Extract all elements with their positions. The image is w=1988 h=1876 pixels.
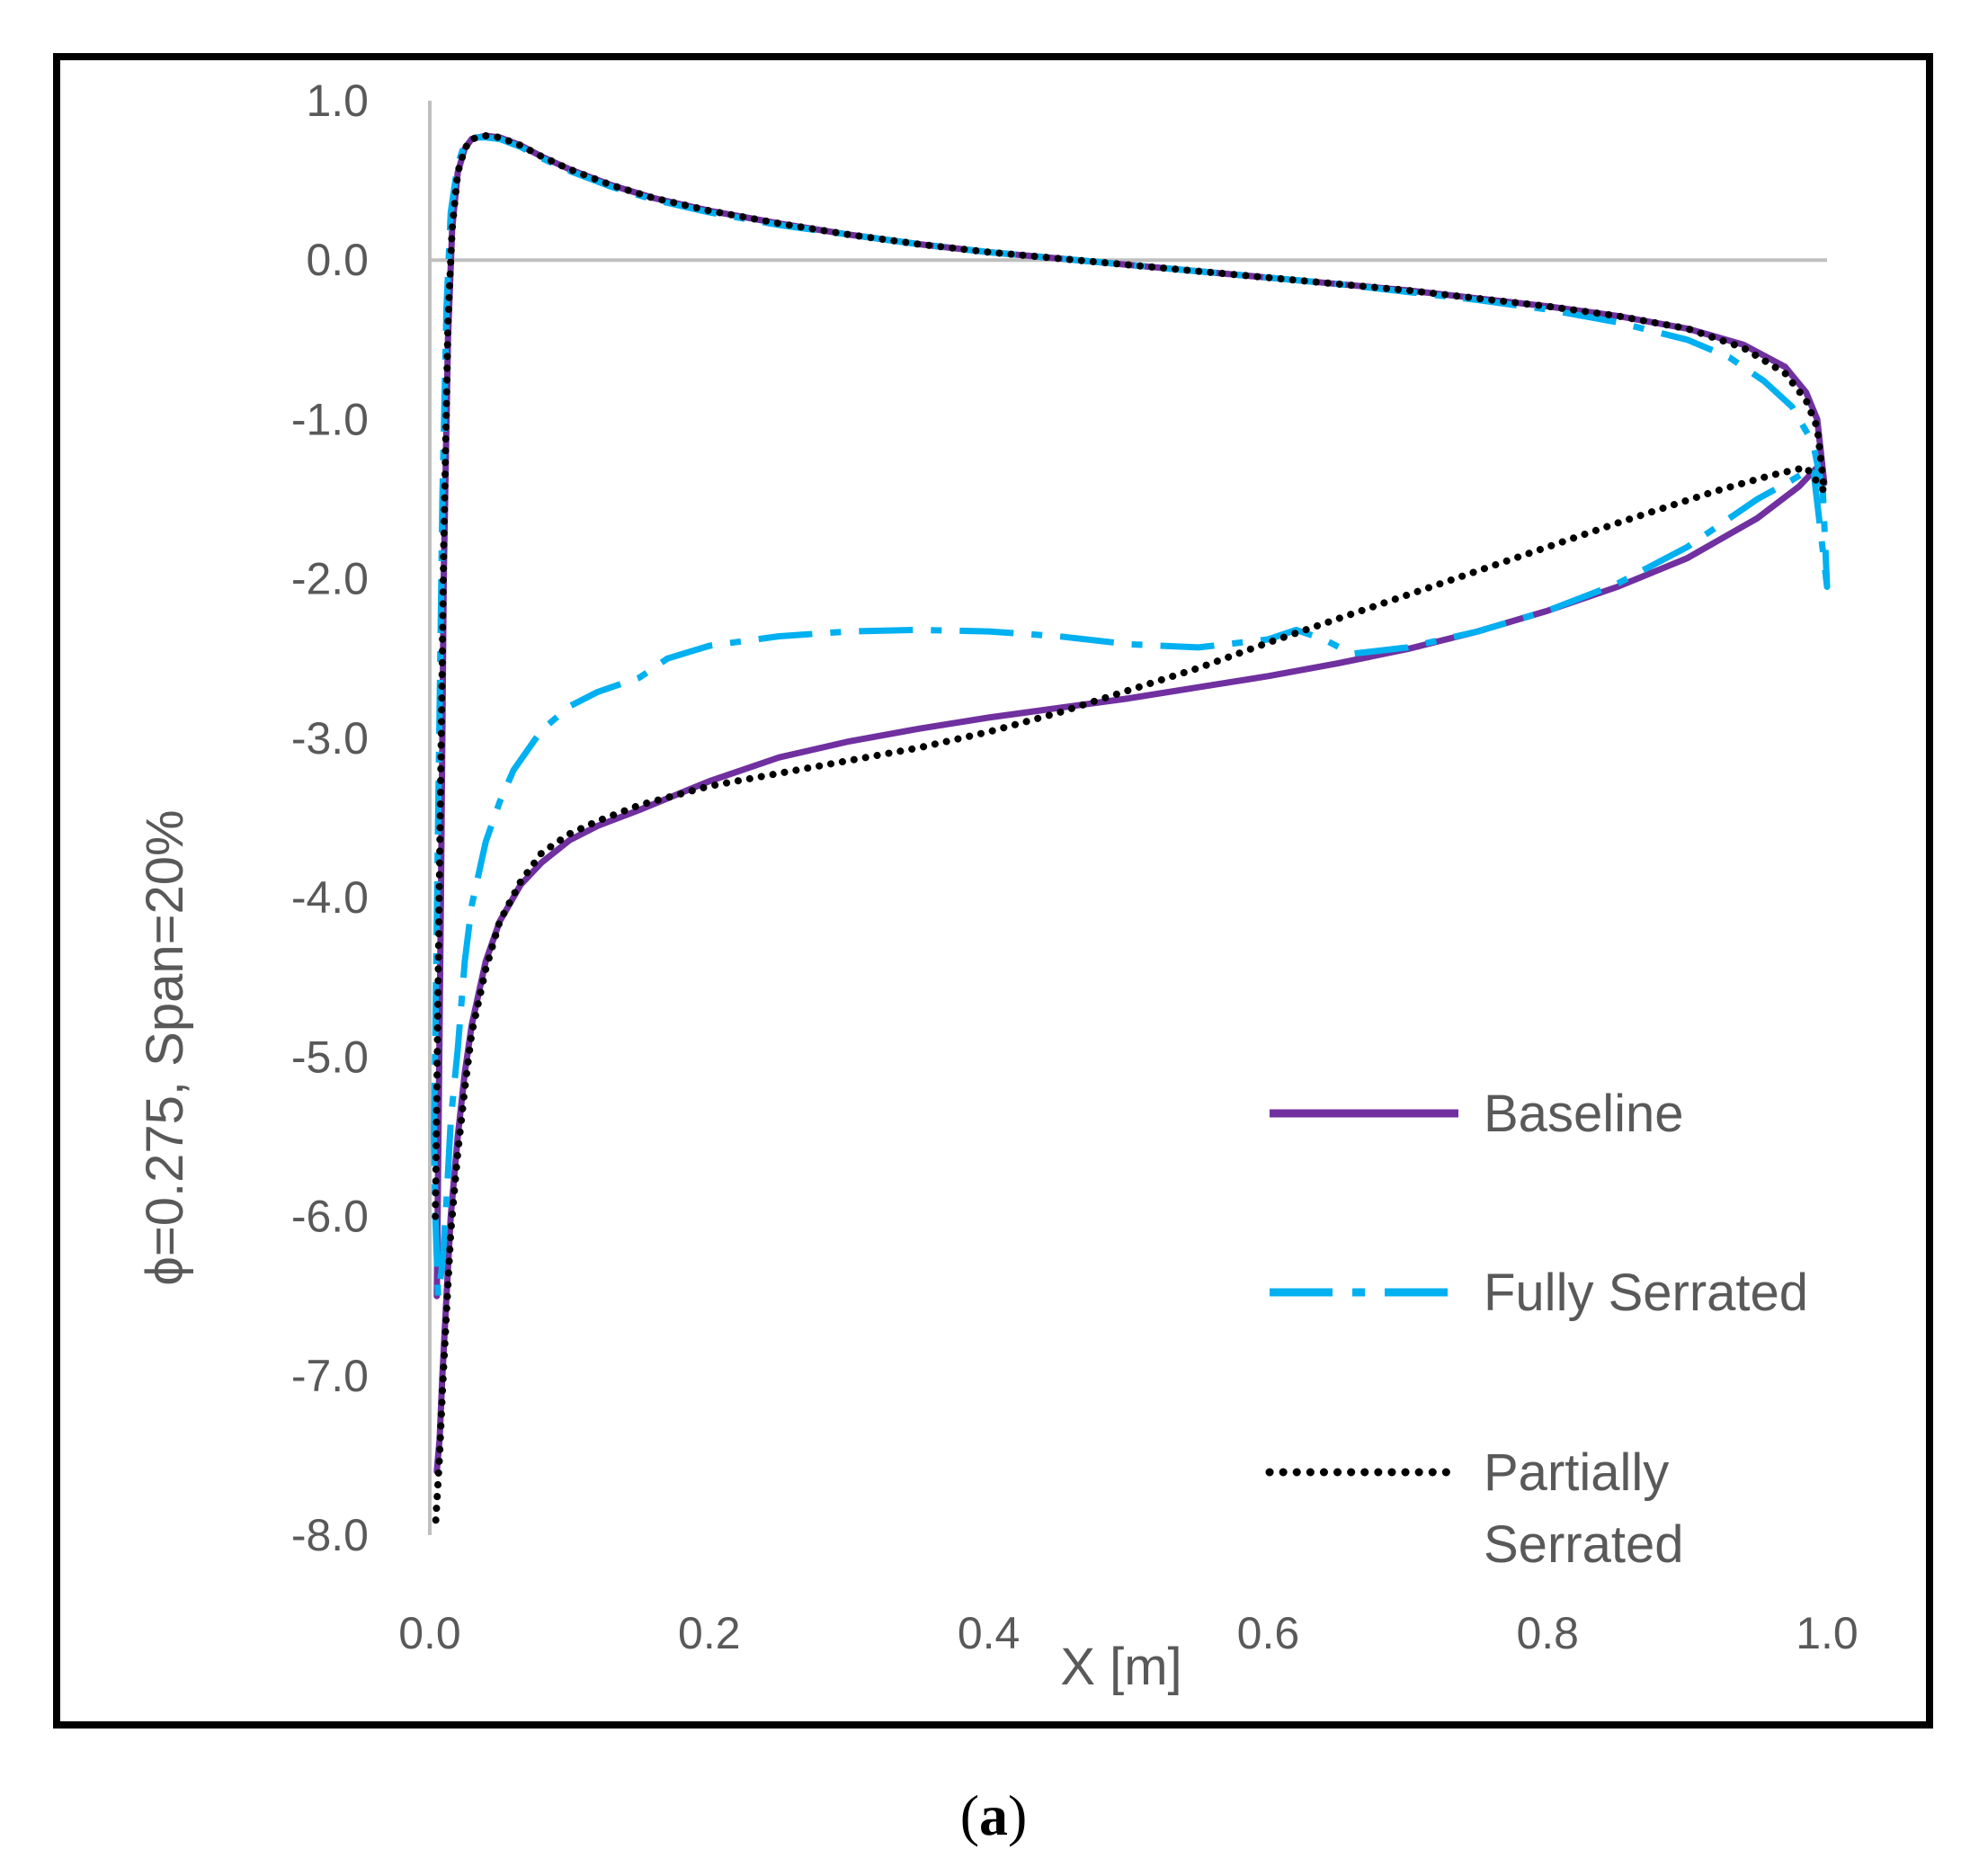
caption-open-paren: ( [960,1783,979,1847]
x-tick-label: 1.0 [1796,1608,1859,1658]
plot-area [431,132,1831,1532]
x-tick-label: 0.6 [1237,1608,1300,1658]
y-tick-label: -2.0 [291,554,369,604]
y-tick-label: -4.0 [291,872,369,923]
legend-label-baseline: Baseline [1484,1085,1683,1143]
caption-close-paren: ) [1008,1783,1027,1847]
y-tick-label: -6.0 [291,1192,369,1242]
x-tick-label: 0.4 [958,1608,1021,1658]
y-tick-label: 0.0 [306,235,369,285]
y-axis-title: ϕ=0.275, Span=20% [136,809,194,1285]
y-tick-label: 1.0 [306,76,369,126]
legend-label-partially-serrated: Partially Serrated [1484,1443,1683,1574]
caption-letter: a [979,1783,1008,1847]
y-tick-label: -7.0 [291,1351,369,1401]
y-tick-label: -3.0 [291,713,369,764]
legend-label-partially-line1: Partially [1484,1443,1669,1502]
legend-label-fully-serrated: Fully Serrated [1484,1264,1808,1322]
y-tick-label: -8.0 [291,1510,369,1560]
chart-frame [53,53,1933,1729]
axes [428,101,1827,1535]
legend-label-partially-line2: Serrated [1484,1515,1683,1574]
y-tick-label: -5.0 [291,1032,369,1082]
figure-caption: (a) [960,1783,1028,1847]
x-axis-title: X [m] [1060,1638,1181,1696]
series-fully-serrated-line [431,134,1831,1300]
legend: Baseline Fully Serrated Partially Serrat… [1265,1085,1808,1574]
y-tick-label: -1.0 [291,394,369,444]
series-partially-serrated-line [432,132,1828,1532]
x-tick-label: 0.0 [398,1608,461,1658]
tick-labels: 1.0 0.0 -1.0 -2.0 -3.0 -4.0 -5.0 -6.0 -7.0 -8.0 0.… [291,76,1859,1658]
x-tick-label: 0.2 [678,1608,741,1658]
x-tick-label: 0.8 [1516,1608,1579,1658]
